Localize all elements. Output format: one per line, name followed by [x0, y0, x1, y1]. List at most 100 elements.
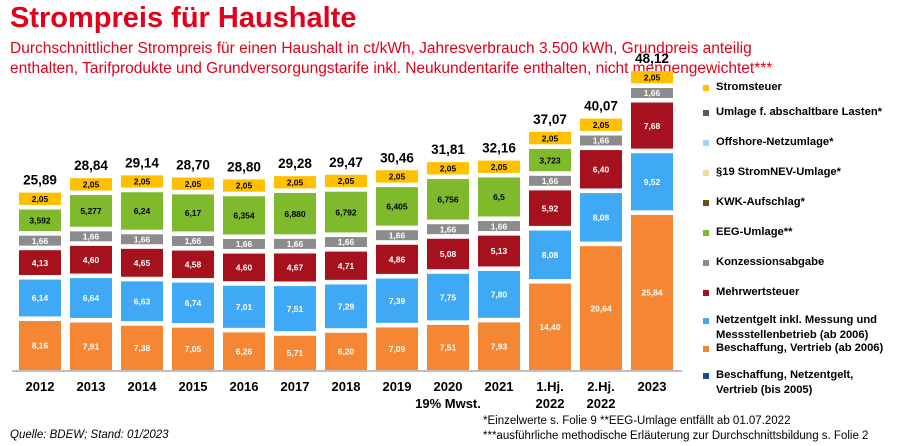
bar-label-mwst-4: 4,60 [236, 263, 253, 273]
bar-beschaffung-5 [274, 335, 316, 370]
total-label-1: 28,84 [74, 158, 108, 173]
legend-item-konzession: Konzessionsabgabe [703, 255, 896, 270]
bar-label-beschaffung-10: 14,40 [539, 322, 561, 332]
x-tick-label-4-0: 2016 [230, 379, 259, 394]
bar-mwst-4 [223, 253, 265, 282]
legend-label-mwst: Mehrwertsteuer [716, 286, 800, 298]
bar-konzession-12 [631, 88, 673, 98]
bar-mwst-12 [631, 102, 673, 149]
bar-netzentgelt-9 [478, 271, 520, 318]
bar-konzession-3 [172, 236, 214, 246]
bar-stromsteuer-11 [580, 118, 622, 131]
bar-netzentgelt-2 [121, 281, 163, 322]
legend-label-p19: §19 StromNEV-Umlage* [716, 166, 841, 178]
bar-eeg-0 [19, 209, 61, 232]
bar-label-beschaffung-6: 6,20 [338, 347, 355, 357]
bar-mwst-11 [580, 150, 622, 189]
bar-mwst-2 [121, 248, 163, 277]
bar-beschaffung-0 [19, 321, 61, 370]
legend-label-eeg: EEG-Umlage** [716, 226, 793, 238]
bar-label-mwst-6: 4,71 [338, 261, 355, 271]
total-label-0: 25,89 [23, 173, 57, 188]
x-tick-label-6-0: 2018 [332, 379, 361, 394]
bar-label-eeg-8: 6,756 [437, 195, 459, 205]
x-tick-label-3-0: 2015 [179, 379, 208, 394]
bar-beschaffung-8 [427, 324, 469, 370]
bar-stromsteuer-6 [325, 174, 367, 188]
x-tick-label-7-0: 2019 [383, 379, 412, 394]
bar-konzession-4 [223, 239, 265, 249]
bar-netzentgelt-10 [529, 230, 571, 279]
footnote-1: *Einzelwerte s. Folie 9 **EEG-Umlage ent… [483, 415, 791, 427]
bar-label-beschaffung-5: 5,71 [287, 348, 304, 358]
bar-label-netzentgelt-5: 7,51 [287, 304, 304, 314]
bar-label-beschaffung-7: 7,09 [389, 344, 406, 354]
bar-label-mwst-3: 4,58 [185, 260, 202, 270]
x-tick-label-2-0: 2014 [128, 379, 158, 394]
x-tick-label-12-0: 2023 [638, 379, 667, 394]
bar-label-eeg-5: 6,880 [284, 209, 306, 219]
legend-item-abschaltbar: Umlage f. abschaltbare Lasten* [703, 105, 896, 120]
bar-label-beschaffung-1: 7,91 [83, 341, 100, 351]
total-label-10: 37,07 [533, 112, 567, 127]
legend-label-netzentgelt: Netzentgelt inkl. Messung und Messstelle… [716, 314, 877, 341]
bar-beschaffung-6 [325, 332, 367, 370]
total-label-9: 32,16 [482, 141, 516, 156]
bar-label-konzession-12: 1,66 [644, 88, 661, 98]
bar-beschaffung-2 [121, 325, 163, 370]
bar-label-konzession-9: 1,66 [491, 221, 508, 231]
total-label-5: 29,28 [278, 156, 312, 171]
bar-konzession-7 [376, 230, 418, 241]
bar-label-mwst-11: 6,40 [593, 164, 610, 174]
bar-eeg-9 [478, 177, 520, 217]
bar-stromsteuer-0 [19, 192, 61, 205]
source-note: Quelle: BDEW; Stand: 01/2023 [10, 429, 169, 441]
bar-mwst-3 [172, 250, 214, 279]
bar-konzession-9 [478, 221, 520, 232]
bar-label-netzentgelt-6: 7,29 [338, 302, 355, 312]
total-label-11: 40,07 [584, 99, 618, 114]
legend-item-eeg: EEG-Umlage** [703, 225, 896, 240]
chart-title: Strompreis für Haushalte [10, 2, 357, 34]
legend-item-beschaffung_bis_2005: Beschaffung, Netzentgelt, Vertrieb (bis … [703, 368, 896, 398]
legend-item-p19: §19 StromNEV-Umlage* [703, 165, 896, 180]
bar-netzentgelt-5 [274, 286, 316, 332]
x-tick-label-10-0: 1.Hj. [536, 379, 563, 394]
legend-label-offshore: Offshore-Netzumlage* [716, 136, 834, 148]
total-label-7: 30,46 [380, 150, 414, 165]
bar-label-mwst-9: 5,13 [491, 246, 508, 256]
bar-label-stromsteuer-2: 2,05 [134, 177, 151, 187]
bar-label-stromsteuer-12: 2,05 [644, 72, 661, 82]
x-tick-label-8-0: 2020 [434, 379, 463, 394]
bar-label-beschaffung-8: 7,51 [440, 343, 457, 353]
bar-label-mwst-7: 4,86 [389, 255, 406, 265]
legend-item-netzentgelt: Netzentgelt inkl. Messung und Messstelle… [703, 313, 896, 343]
bar-label-stromsteuer-7: 2,05 [389, 172, 406, 182]
bar-label-eeg-3: 6,17 [185, 208, 202, 218]
bar-label-konzession-1: 1,66 [83, 232, 100, 242]
bar-mwst-0 [19, 250, 61, 275]
bar-label-mwst-12: 7,68 [644, 121, 661, 131]
bar-label-stromsteuer-0: 2,05 [32, 194, 49, 204]
bar-label-netzentgelt-9: 7,80 [491, 290, 508, 300]
bar-label-eeg-10: 3,723 [539, 155, 561, 165]
bar-beschaffung-1 [70, 322, 112, 370]
bar-label-konzession-4: 1,66 [236, 239, 253, 249]
bar-label-konzession-11: 1,66 [593, 136, 610, 146]
bar-eeg-3 [172, 194, 214, 232]
bar-eeg-5 [274, 193, 316, 235]
bar-label-konzession-7: 1,66 [389, 230, 406, 240]
legend-label-stromsteuer: Stromsteuer [716, 81, 782, 93]
bar-label-beschaffung-2: 7,38 [134, 343, 151, 353]
bar-stromsteuer-5 [274, 176, 316, 189]
legend-swatch-p19 [703, 170, 709, 176]
bar-label-stromsteuer-11: 2,05 [593, 120, 610, 130]
total-label-4: 28,80 [227, 159, 261, 174]
bar-label-konzession-10: 1,66 [542, 176, 559, 186]
legend-item-stromsteuer: Stromsteuer [703, 80, 896, 95]
legend-swatch-beschaffung [703, 346, 709, 352]
bar-label-netzentgelt-0: 6,14 [32, 293, 49, 303]
bar-eeg-4 [223, 196, 265, 235]
bar-stromsteuer-10 [529, 132, 571, 145]
bar-netzentgelt-6 [325, 284, 367, 329]
